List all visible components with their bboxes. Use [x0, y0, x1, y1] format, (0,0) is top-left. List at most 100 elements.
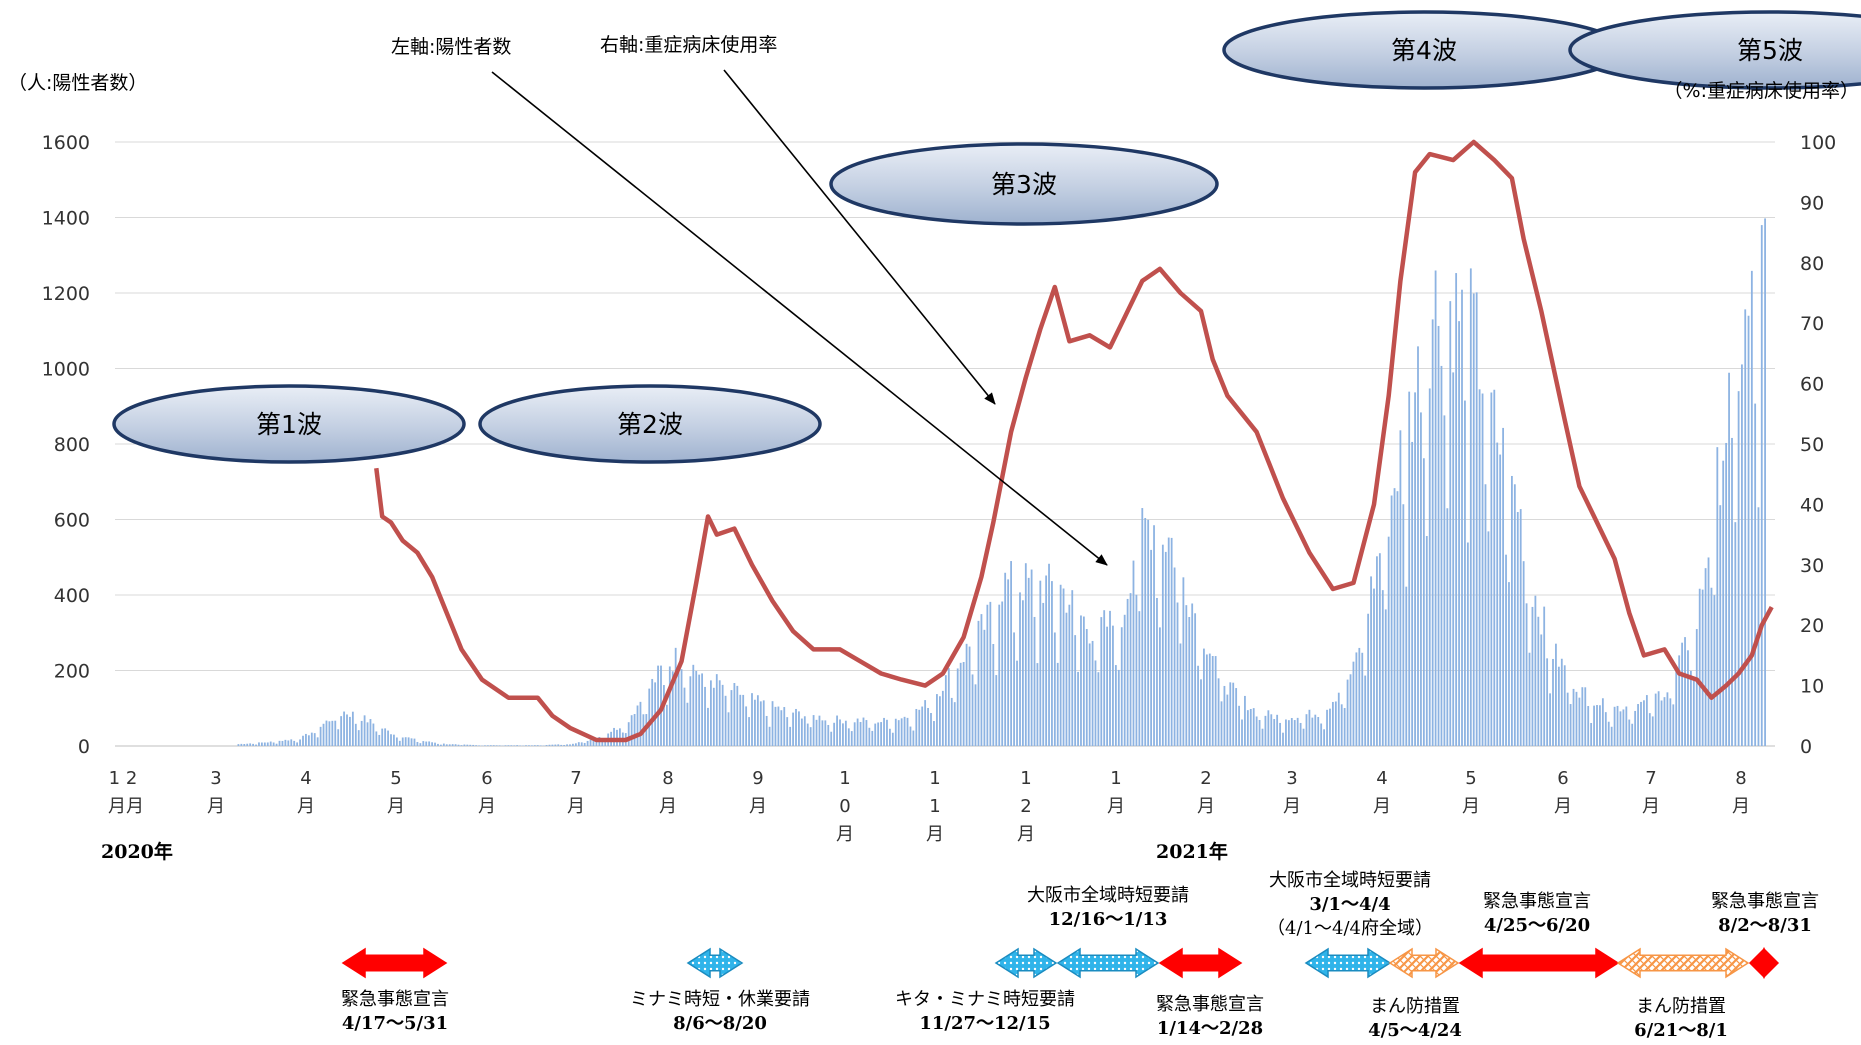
positive-count-bar [739, 694, 742, 746]
positive-count-bar [1343, 708, 1346, 746]
positive-count-bar [1071, 590, 1074, 746]
positive-count-bar [1161, 544, 1164, 746]
positive-count-bar [1716, 447, 1719, 746]
positive-count-bar [1531, 606, 1534, 746]
positive-count-bar [686, 702, 689, 746]
positive-count-bar [1604, 712, 1607, 746]
positive-count-bar [668, 666, 671, 746]
positive-count-bar [1109, 610, 1111, 746]
positive-count-bar [1077, 671, 1079, 746]
positive-count-bar [983, 629, 986, 746]
positive-count-bar [296, 742, 299, 746]
positive-count-bar [1728, 372, 1730, 746]
positive-count-bar [651, 678, 654, 746]
positive-count-bar [1255, 716, 1258, 746]
positive-count-bar [1737, 391, 1740, 746]
positive-count-bar [1707, 557, 1710, 746]
positive-count-bar [1085, 629, 1088, 746]
positive-count-bar [1455, 273, 1458, 746]
event-dates: 4/17～5/31 [341, 1013, 449, 1034]
positive-count-bar [1016, 660, 1018, 746]
positive-count-bar [1373, 588, 1375, 746]
positive-count-bar [1578, 697, 1581, 746]
positive-count-bar [360, 720, 363, 746]
positive-count-bar [486, 745, 489, 746]
right-tick-label: 0 [1800, 736, 1812, 758]
positive-count-bar [1681, 642, 1683, 746]
positive-count-bar [1352, 661, 1355, 746]
event-label: 大阪市全域時短要請 12/16～1/13 [998, 884, 1218, 932]
positive-count-bar [316, 737, 319, 746]
event-label: まん防措置 4/5～4/24 [1305, 995, 1525, 1043]
positive-count-bar [812, 715, 815, 746]
positive-count-bar [349, 716, 351, 746]
right-tick-label: 40 [1800, 494, 1824, 516]
positive-count-bar [319, 726, 322, 746]
positive-count-bar [1282, 732, 1284, 746]
positive-count-bar [1540, 634, 1543, 746]
positive-count-bar [992, 644, 995, 746]
positive-count-bar [416, 741, 419, 746]
wave-badge: 第2波 [478, 384, 822, 464]
positive-count-bar [1744, 309, 1747, 746]
positive-count-bar [401, 737, 404, 746]
positive-count-bar [1469, 268, 1472, 746]
positive-count-bar [1048, 563, 1050, 746]
positive-count-bar [771, 701, 774, 746]
positive-count-bar [1747, 315, 1750, 746]
positive-count-bar [1687, 650, 1689, 746]
month-label: 1 0 月 [836, 768, 854, 845]
positive-count-bar [566, 744, 568, 746]
positive-count-bar [1525, 603, 1528, 746]
positive-count-bar [281, 740, 284, 746]
positive-count-bar [818, 715, 821, 746]
right-tick-label: 60 [1800, 374, 1824, 396]
positive-count-bar [1164, 551, 1167, 746]
positive-count-bar [1232, 682, 1235, 746]
positive-count-bar [680, 669, 683, 746]
event-label: キタ・ミナミ時短要請 11/27～12/15 [875, 988, 1095, 1036]
positive-count-bar [730, 690, 733, 746]
positive-count-bar [1194, 613, 1197, 746]
positive-count-bar [378, 734, 381, 746]
positive-count-bar [1692, 677, 1695, 746]
positive-count-bar [1616, 705, 1619, 746]
positive-count-bar [986, 604, 989, 746]
positive-count-bar [1657, 691, 1660, 746]
positive-count-bar [1669, 698, 1672, 746]
positive-count-bar [357, 730, 360, 746]
event-name: 緊急事態宣言 [1711, 891, 1819, 912]
positive-count-bar [657, 665, 659, 746]
positive-count-bar [856, 718, 859, 746]
positive-count-bar [1458, 321, 1460, 746]
positive-count-bar [428, 741, 431, 746]
positive-count-bar [1528, 652, 1531, 746]
positive-count-bar [390, 734, 392, 746]
positive-count-bar [243, 743, 246, 746]
positive-count-bar [1519, 509, 1522, 746]
positive-count-bar [695, 670, 698, 746]
positive-count-bar [715, 674, 718, 746]
positive-count-bar [1068, 604, 1071, 746]
positive-count-bar [842, 723, 844, 746]
positive-count-bar [1317, 716, 1320, 746]
positive-count-bar [1443, 415, 1446, 746]
wave-label: 第5波 [1737, 36, 1803, 65]
positive-count-bar [1405, 586, 1408, 746]
left-axis-unit-label: （人:陽性者数） [8, 72, 148, 94]
positive-count-bar [507, 745, 510, 746]
positive-count-bar [307, 735, 310, 746]
month-label: 7 月 [567, 768, 585, 817]
positive-count-bar [557, 744, 560, 746]
positive-count-bar [704, 686, 706, 746]
positive-count-bar [1722, 460, 1725, 746]
event-name: 緊急事態宣言 [1156, 994, 1264, 1015]
positive-count-bar [1713, 595, 1716, 746]
month-label: 3 月 [207, 768, 225, 817]
positive-count-bar [1610, 726, 1613, 746]
severe-bed-usage-line [374, 139, 1774, 743]
positive-count-bar [1599, 705, 1601, 746]
positive-count-bar [372, 723, 375, 746]
positive-count-bar [425, 741, 428, 746]
positive-count-bar [1241, 719, 1243, 746]
